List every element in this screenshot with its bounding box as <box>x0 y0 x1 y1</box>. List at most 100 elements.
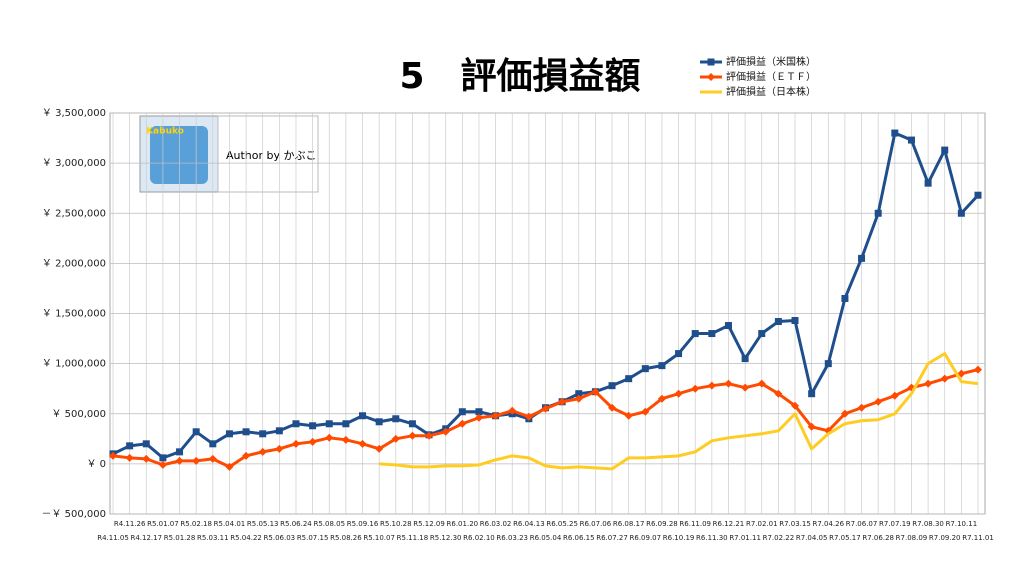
marker <box>658 362 666 370</box>
marker <box>708 330 716 338</box>
marker <box>840 409 849 418</box>
y-tick-label: ￥ 2,500,000 <box>42 208 106 219</box>
y-tick-label: ￥ 1,500,000 <box>42 309 106 320</box>
x-tick-label: R6.01.20 <box>447 520 479 528</box>
x-tick-label: R7.03.15 <box>779 520 811 528</box>
x-tick-label: R7.08.09 <box>896 534 928 542</box>
marker <box>940 374 949 383</box>
x-tick-label: R6.11.09 <box>679 520 711 528</box>
marker <box>841 294 849 302</box>
x-tick-label: R5.12.30 <box>430 534 462 542</box>
marker <box>541 404 550 413</box>
marker <box>674 389 683 398</box>
x-tick-label: R6.03.02 <box>480 520 512 528</box>
marker <box>824 360 832 368</box>
marker <box>791 401 800 410</box>
x-tick-label: R5.10.07 <box>363 534 395 542</box>
marker <box>341 435 350 444</box>
x-tick-label: R7.05.17 <box>829 534 861 542</box>
y-tick-label: ￥ 2,000,000 <box>42 258 106 269</box>
x-tick-label: R6.03.23 <box>496 534 528 542</box>
marker <box>192 456 201 465</box>
marker <box>225 462 234 471</box>
x-tick-label: R5.05.13 <box>247 520 279 528</box>
x-tick-label: R5.06.03 <box>264 534 296 542</box>
x-tick-label: R5.01.28 <box>164 534 196 542</box>
series-line <box>379 352 979 471</box>
marker <box>907 136 915 144</box>
x-tick-label: R5.03.11 <box>197 534 229 542</box>
marker <box>408 431 417 440</box>
marker <box>325 433 334 442</box>
marker <box>126 442 134 450</box>
y-tick-label: －￥ 500,000 <box>41 509 106 520</box>
x-tick-label: R6.05.04 <box>530 534 562 542</box>
marker <box>209 440 217 448</box>
x-tick-label: R7.09.20 <box>929 534 961 542</box>
marker <box>192 428 200 436</box>
marker <box>358 439 367 448</box>
x-tick-label: R6.04.13 <box>513 520 545 528</box>
marker <box>359 412 367 420</box>
x-tick-label: R7.02.22 <box>763 534 795 542</box>
x-tick-label: R7.11.01 <box>962 534 994 542</box>
x-tick-label: R5.09.16 <box>347 520 379 528</box>
x-tick-label: R6.07.27 <box>596 534 628 542</box>
marker <box>625 375 633 383</box>
x-tick-label: R7.01.11 <box>729 534 761 542</box>
marker <box>957 209 965 217</box>
marker <box>242 428 250 436</box>
marker <box>142 454 151 463</box>
marker <box>159 454 167 462</box>
chart-title: 5 評価損益額 <box>399 56 640 97</box>
author-box: Kabuko Author by かぶこ <box>139 115 319 193</box>
marker <box>375 444 384 453</box>
marker <box>375 418 383 426</box>
marker <box>641 407 650 416</box>
x-tick-label: R6.09.07 <box>630 534 662 542</box>
marker <box>242 451 251 460</box>
marker <box>392 415 400 423</box>
x-tick-label: R5.04.01 <box>214 520 246 528</box>
x-tick-label: R6.12.21 <box>713 520 745 528</box>
legend-marker <box>707 58 715 66</box>
x-tick-label: R6.07.06 <box>580 520 612 528</box>
marker <box>325 420 333 428</box>
grid <box>109 112 986 515</box>
marker <box>425 431 434 440</box>
marker <box>142 440 150 448</box>
marker <box>641 365 649 373</box>
marker <box>924 379 933 388</box>
marker <box>608 403 617 412</box>
legend-marker <box>707 73 715 81</box>
marker <box>807 422 816 431</box>
marker <box>208 454 217 463</box>
marker <box>774 318 782 326</box>
marker <box>574 394 583 403</box>
marker <box>741 355 749 363</box>
marker <box>458 419 467 428</box>
x-tick-label: R5.12.09 <box>413 520 445 528</box>
marker <box>474 413 483 422</box>
x-tick-label: R4.12.17 <box>130 534 162 542</box>
author-text: Author by かぶこ <box>226 149 317 162</box>
marker <box>308 437 317 446</box>
marker <box>724 322 732 330</box>
marker <box>309 422 317 430</box>
x-tick-label: R6.11.30 <box>696 534 728 542</box>
x-tick-label: R4.11.26 <box>114 520 146 528</box>
marker <box>391 434 400 443</box>
x-tick-label: R6.10.19 <box>663 534 695 542</box>
marker <box>757 379 766 388</box>
x-tick-label: R6.06.15 <box>563 534 595 542</box>
marker <box>175 456 184 465</box>
marker <box>225 430 233 438</box>
marker <box>524 412 533 421</box>
x-tick-label: R6.05.25 <box>546 520 578 528</box>
marker <box>125 453 134 462</box>
marker <box>291 439 300 448</box>
marker <box>724 379 733 388</box>
logo-art <box>150 126 208 184</box>
x-tick-label: R5.07.15 <box>297 534 329 542</box>
